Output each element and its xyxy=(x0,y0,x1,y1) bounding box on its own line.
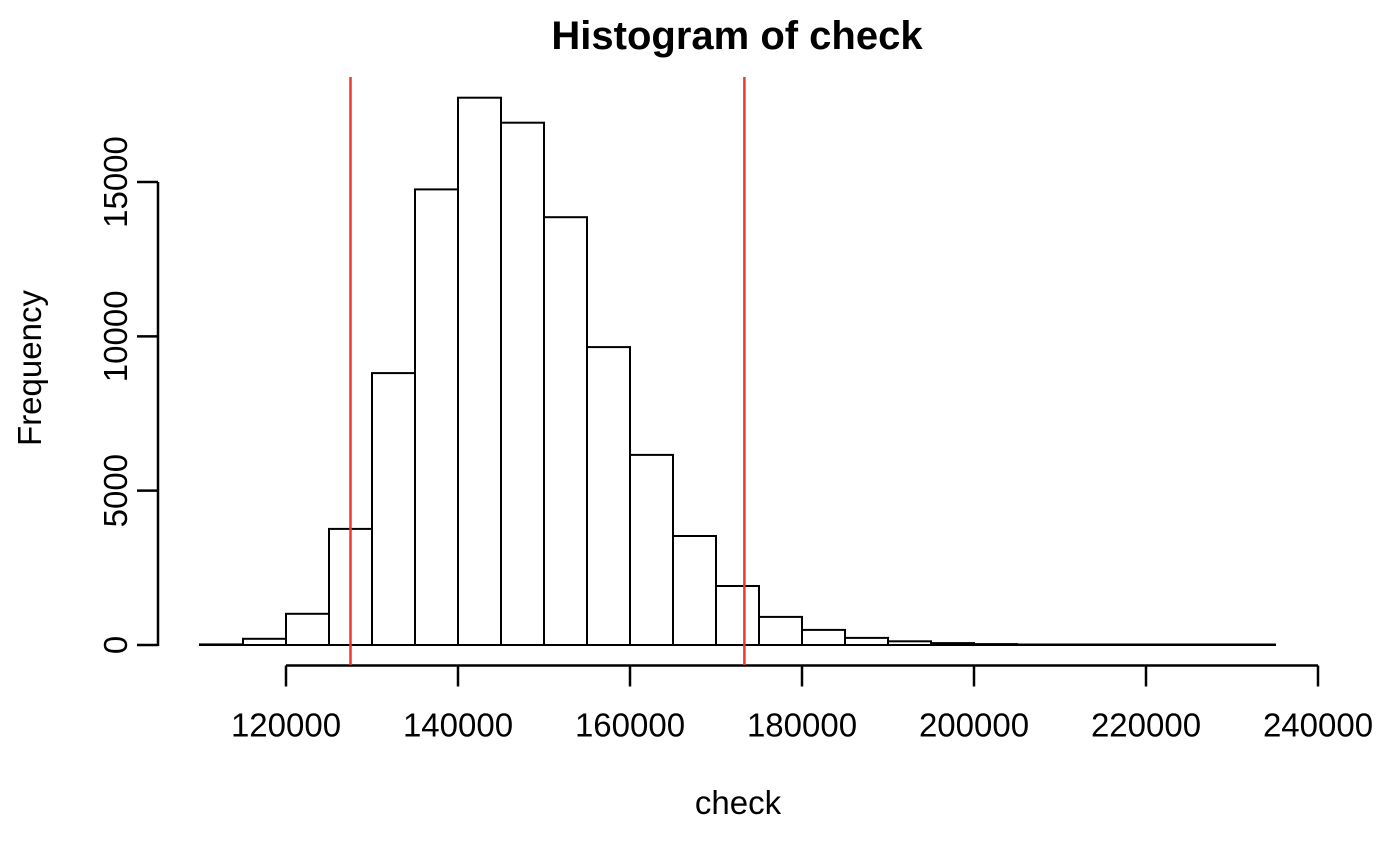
y-tick-label: 0 xyxy=(97,636,134,654)
histogram-bar xyxy=(457,96,502,646)
histogram-bar xyxy=(543,216,588,646)
histogram-bar xyxy=(629,453,674,646)
histogram-bar xyxy=(844,636,889,647)
histogram-bar xyxy=(672,535,717,646)
histogram-bar xyxy=(586,346,631,646)
histogram-bar xyxy=(715,585,760,646)
histogram-bar xyxy=(371,372,416,646)
histogram-bar xyxy=(500,121,545,646)
chart-title: Histogram of check xyxy=(551,14,923,58)
x-tick-label: 140000 xyxy=(403,707,513,744)
histogram-bar xyxy=(285,612,330,646)
histogram-bar xyxy=(758,615,803,647)
x-tick-label: 180000 xyxy=(747,707,857,744)
y-tick-label: 15000 xyxy=(97,136,134,228)
y-tick-label: 5000 xyxy=(97,454,134,527)
histogram-bar xyxy=(801,628,846,647)
x-tick-label: 120000 xyxy=(231,707,341,744)
y-axis-label: Frequency xyxy=(11,290,48,446)
x-axis-label: check xyxy=(694,784,782,821)
histogram-bar xyxy=(414,188,459,646)
x-tick-label: 200000 xyxy=(919,707,1029,744)
x-tick-label: 240000 xyxy=(1263,707,1373,744)
y-tick-label: 10000 xyxy=(97,290,134,382)
x-tick-label: 220000 xyxy=(1091,707,1201,744)
x-tick-label: 160000 xyxy=(575,707,685,744)
